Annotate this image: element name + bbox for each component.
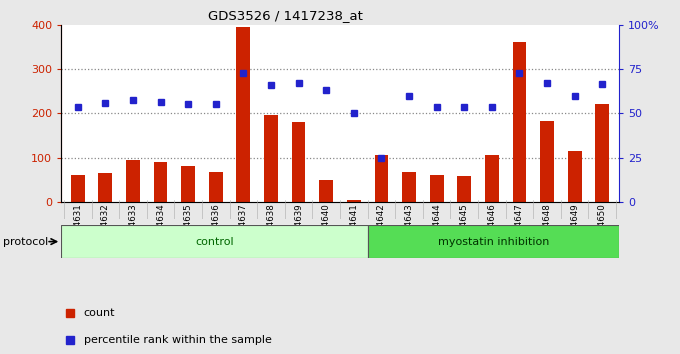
- Bar: [61, 225, 368, 258]
- Bar: [209, 172, 222, 202]
- Bar: [458, 176, 471, 202]
- Bar: [595, 104, 609, 202]
- Bar: [264, 115, 278, 202]
- Bar: [347, 200, 360, 202]
- Bar: [368, 225, 619, 258]
- Bar: [568, 151, 581, 202]
- Text: count: count: [84, 308, 115, 318]
- Bar: [485, 155, 498, 202]
- Bar: [402, 172, 416, 202]
- Bar: [99, 173, 112, 202]
- Bar: [513, 42, 526, 202]
- Bar: [320, 180, 333, 202]
- Bar: [182, 166, 195, 202]
- Text: control: control: [195, 236, 234, 247]
- Bar: [71, 175, 85, 202]
- Text: protocol: protocol: [3, 238, 49, 247]
- Bar: [154, 162, 167, 202]
- Text: myostatin inhibition: myostatin inhibition: [438, 236, 549, 247]
- Bar: [540, 121, 554, 202]
- Text: percentile rank within the sample: percentile rank within the sample: [84, 335, 271, 344]
- Bar: [430, 175, 443, 202]
- Text: GDS3526 / 1417238_at: GDS3526 / 1417238_at: [208, 9, 363, 22]
- Bar: [375, 155, 388, 202]
- Bar: [126, 160, 140, 202]
- Bar: [292, 122, 305, 202]
- Bar: [237, 27, 250, 202]
